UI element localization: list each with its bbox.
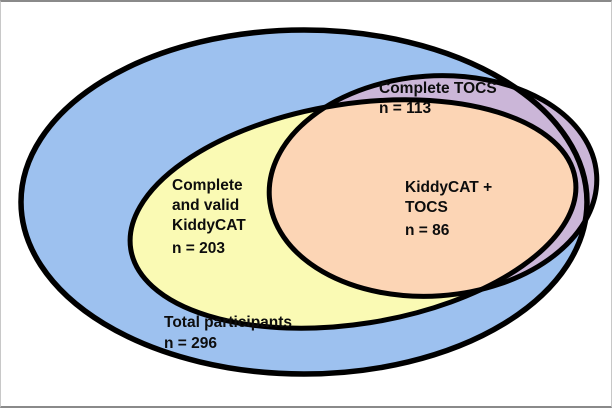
label-total-line1: Total participants: [164, 314, 292, 331]
label-total: Total participants n = 296: [164, 314, 292, 352]
label-kiddycat-line3: KiddyCAT: [172, 217, 246, 234]
label-kiddycat: Complete and valid KiddyCAT n = 203: [172, 177, 246, 257]
label-intersection-count: n = 86: [405, 222, 450, 239]
label-tocs: Complete TOCS n = 113: [379, 80, 497, 117]
label-total-count: n = 296: [164, 335, 217, 352]
label-intersection-line1: KiddyCAT +: [405, 179, 492, 196]
label-tocs-line1: Complete TOCS: [379, 80, 497, 97]
label-intersection: KiddyCAT + TOCS n = 86: [405, 179, 492, 239]
label-intersection-line2: TOCS: [405, 199, 448, 216]
label-kiddycat-count: n = 203: [172, 240, 225, 257]
label-kiddycat-line2: and valid: [172, 197, 239, 214]
label-kiddycat-line1: Complete: [172, 177, 243, 194]
label-tocs-count: n = 113: [379, 100, 432, 117]
